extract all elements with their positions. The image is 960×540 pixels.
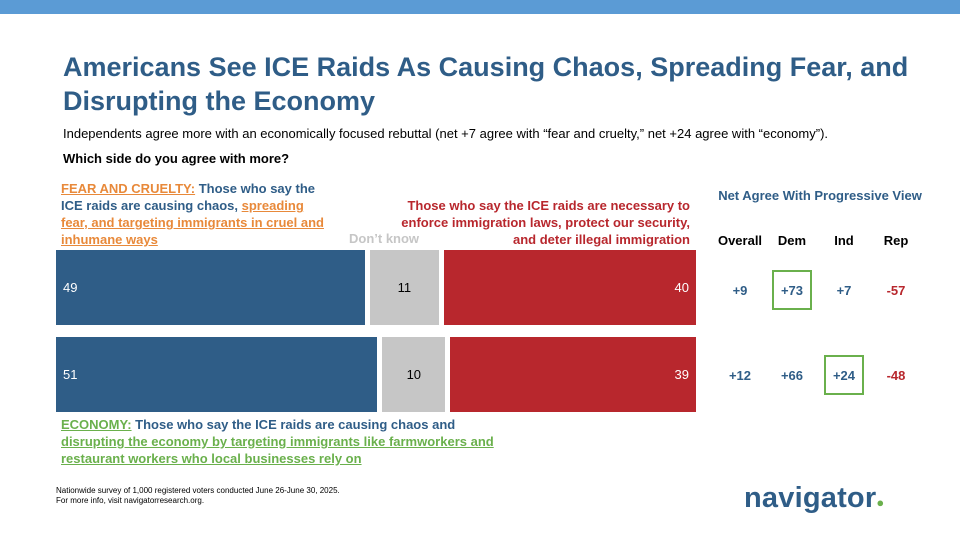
dont-know-bar: 10 <box>382 337 446 412</box>
net-column-header: Dem <box>777 233 807 248</box>
progressive-bar: 49 <box>56 250 365 325</box>
navigator-logo: navigator● <box>744 482 884 515</box>
net-value-cell: +7 <box>836 282 852 298</box>
economy-prefix: ECONOMY: <box>61 417 132 432</box>
top-accent-bar <box>0 0 960 14</box>
footnote-line-1: Nationwide survey of 1,000 registered vo… <box>56 486 340 495</box>
net-column-header: Rep <box>883 233 909 248</box>
net-value-cell: -57 <box>886 282 906 298</box>
dont-know-label: Don’t know <box>349 231 420 246</box>
net-value-cell: -48 <box>886 367 906 383</box>
fear-prefix: FEAR AND CRUELTY: <box>61 181 196 196</box>
net-column-header: Ind <box>834 233 854 248</box>
economy-text-1: Those who say the ICE raids are causing … <box>131 417 456 432</box>
fear-text-1: Those who say the ICE raids are causing … <box>61 181 316 213</box>
rebuttal-label: Those who say the ICE raids are necessar… <box>401 198 690 247</box>
fear-text-2: spreading fear, and targeting immigrants… <box>61 198 324 247</box>
economy-label: ECONOMY: Those who say the ICE raids are… <box>61 416 501 467</box>
net-value-cell: +73 <box>772 270 812 310</box>
survey-question: Which side do you agree with more? <box>63 151 290 166</box>
net-value-cell: +24 <box>824 355 864 395</box>
progressive-bar: 51 <box>56 337 378 412</box>
rebuttal-bar: 40 <box>444 250 696 325</box>
fear-cruelty-label: FEAR AND CRUELTY: Those who say the ICE … <box>61 180 331 248</box>
net-column-header: Overall <box>717 233 763 248</box>
slide-title: Americans See ICE Raids As Causing Chaos… <box>63 52 909 116</box>
net-value-cell: +66 <box>780 367 804 383</box>
rebuttal-bar: 39 <box>450 337 696 412</box>
footnote-line-2: For more info, visit navigatorresearch.o… <box>56 496 205 505</box>
economy-text-2: disrupting the economy by targeting immi… <box>61 434 494 466</box>
logo-text: navigator <box>744 482 877 514</box>
logo-dot-icon: ● <box>876 495 885 510</box>
footnote: Nationwide survey of 1,000 registered vo… <box>56 486 340 506</box>
net-value-cell: +9 <box>732 282 748 298</box>
slide-subtitle: Independents agree more with an economic… <box>63 126 829 141</box>
dont-know-bar: 11 <box>369 250 439 325</box>
stacked-bar-chart: 49 11 40 51 10 39 <box>56 250 696 412</box>
net-agree-title: Net Agree With Progressive View <box>718 188 922 203</box>
net-value-cell: +12 <box>728 367 752 383</box>
